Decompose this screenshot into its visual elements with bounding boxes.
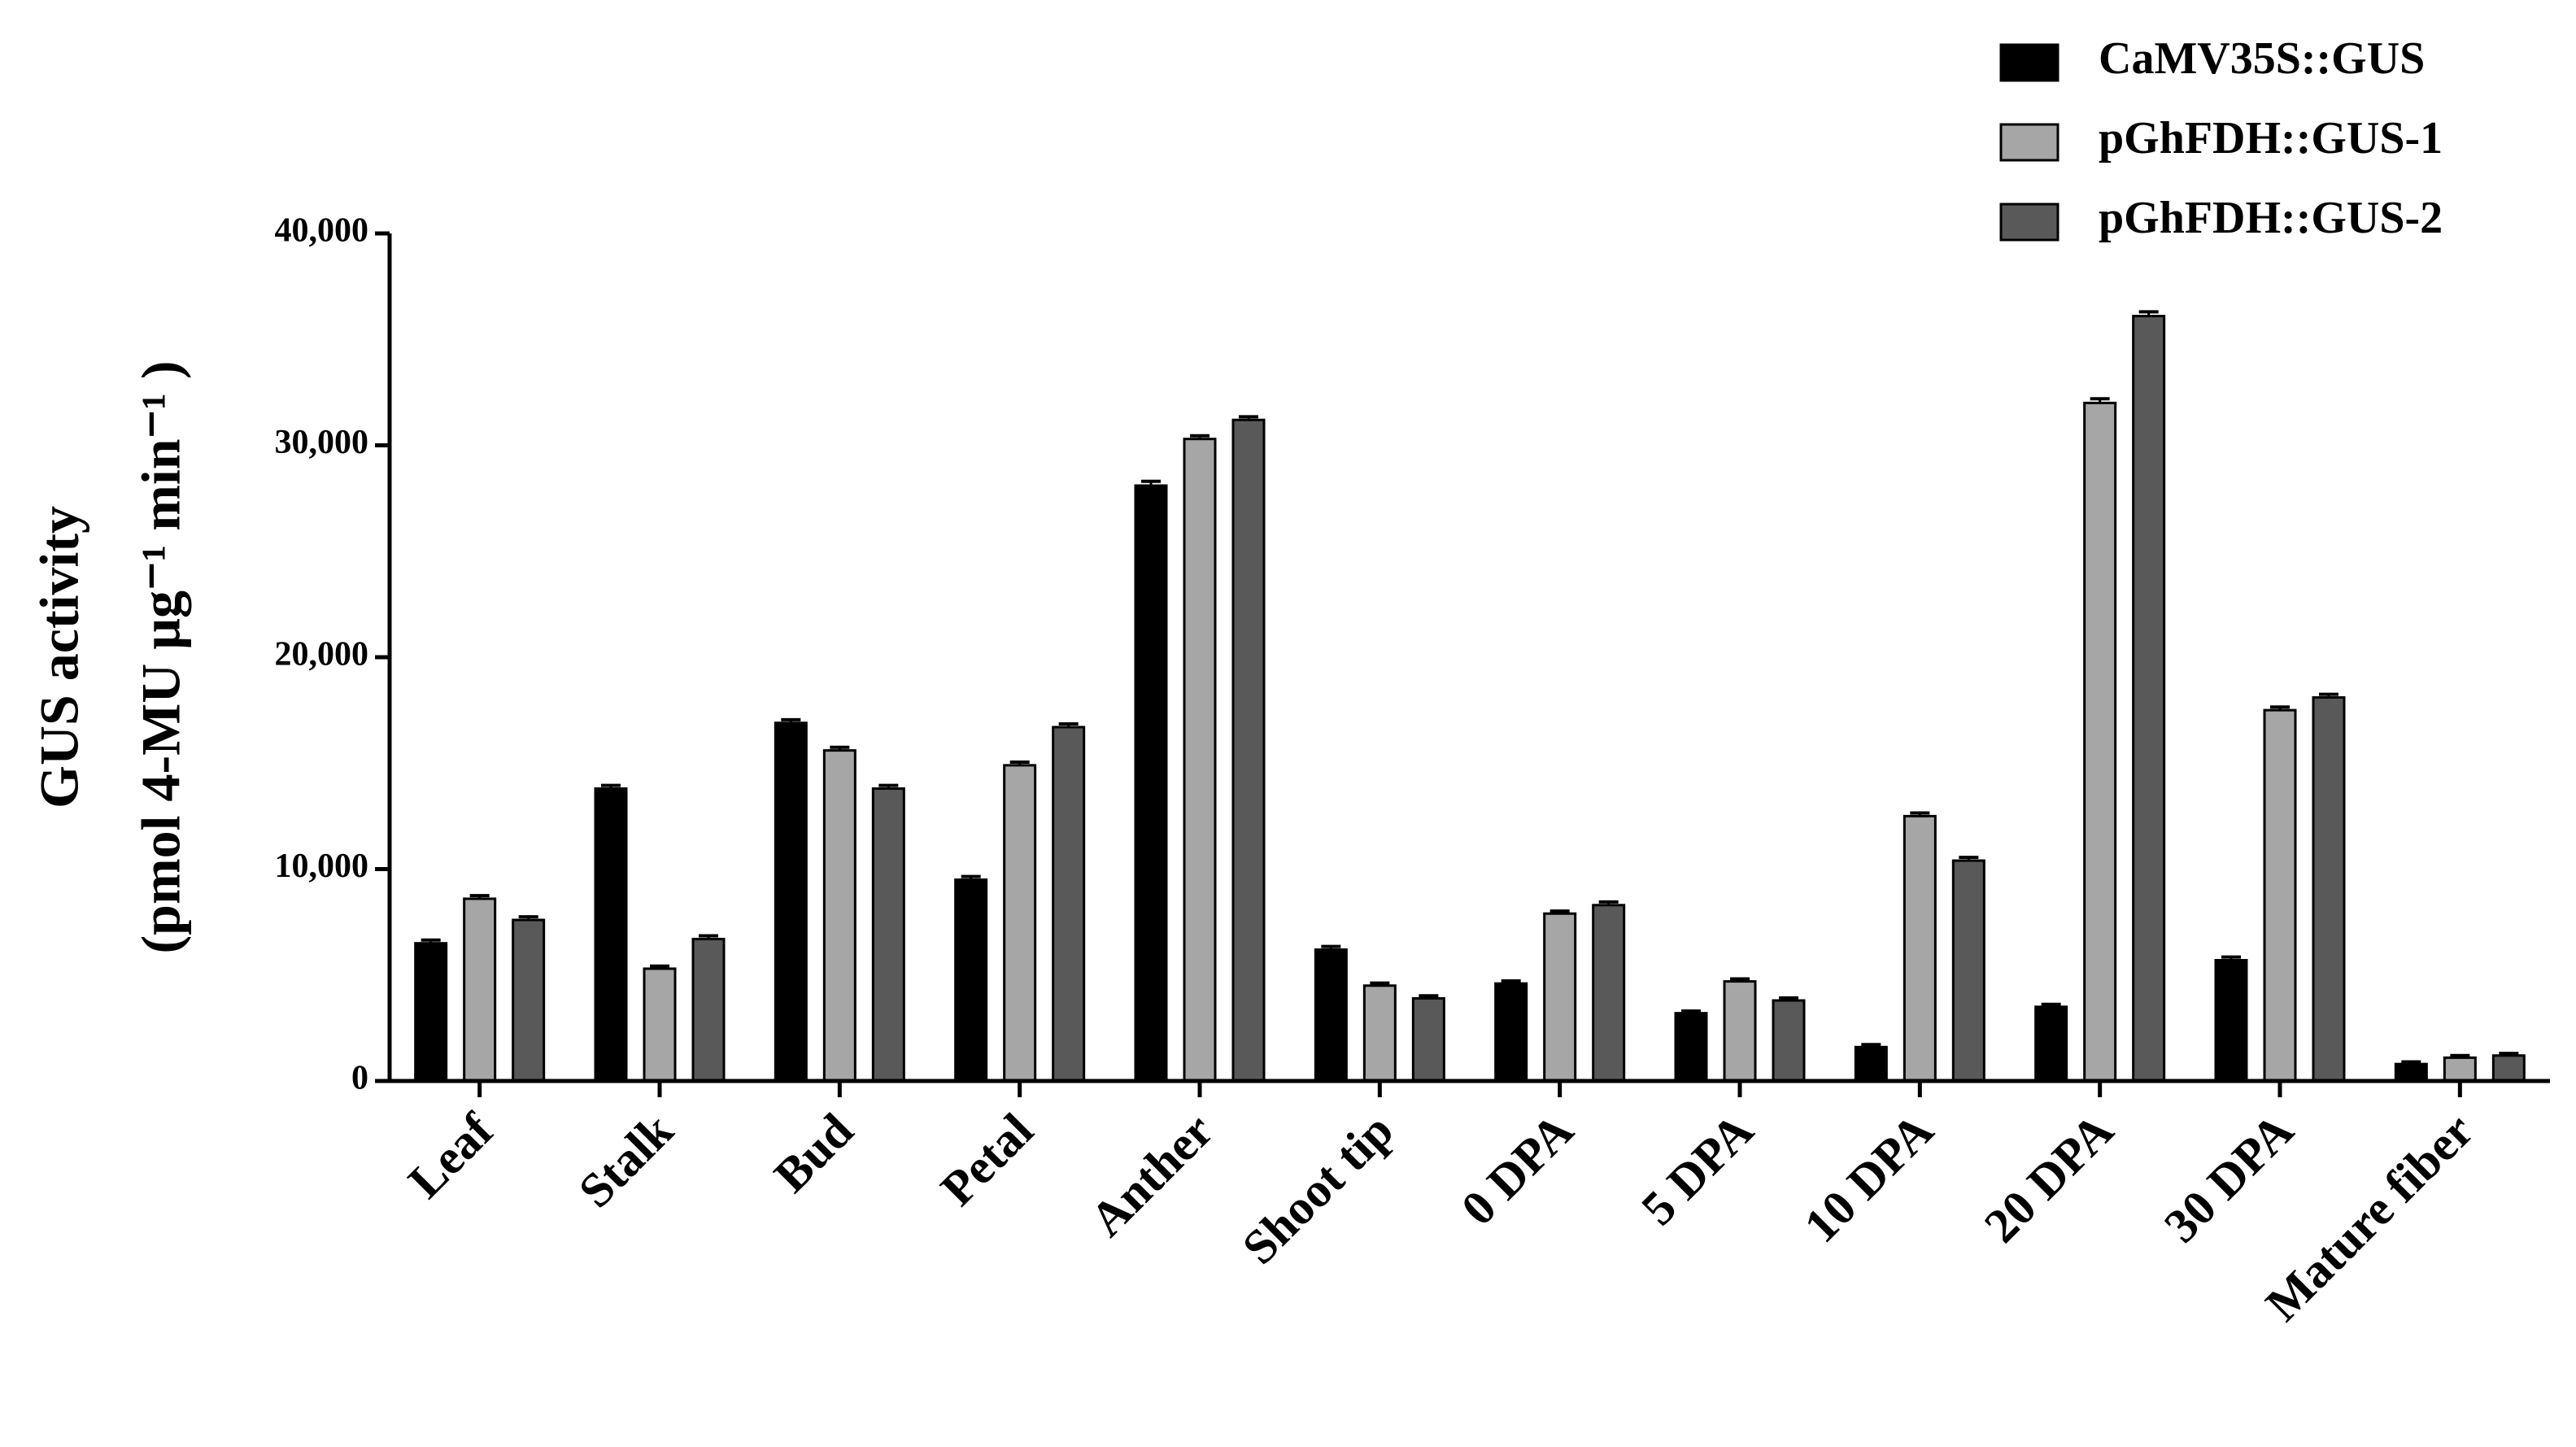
- bar: [2083, 401, 2117, 1083]
- bar: [1231, 418, 1266, 1083]
- legend-label: CaMV35S::GUS: [2099, 33, 2425, 84]
- bar: [2443, 1056, 2477, 1083]
- bar: [512, 918, 546, 1083]
- x-tick-label: Leaf: [398, 1103, 503, 1209]
- bar: [1592, 904, 1626, 1083]
- x-tick-label: Stalk: [569, 1103, 683, 1218]
- x-tick-label: Bud: [764, 1103, 863, 1202]
- bar: [1411, 996, 1445, 1083]
- x-tick-label: Shoot tip: [1232, 1103, 1404, 1275]
- bar: [414, 942, 448, 1083]
- x-tick-label: 10 DPA: [1794, 1103, 1944, 1253]
- bar: [594, 787, 628, 1083]
- bar: [643, 967, 677, 1083]
- x-tick-label: 0 DPA: [1451, 1103, 1584, 1236]
- bar: [2034, 1005, 2068, 1083]
- bar: [1903, 814, 1937, 1083]
- bar: [1494, 982, 1528, 1083]
- y-tick-label: 0: [351, 1060, 368, 1097]
- bar: [1854, 1045, 1888, 1083]
- bar: [1183, 438, 1217, 1083]
- bar: [463, 897, 497, 1083]
- y-tick-label: 30,000: [275, 424, 369, 461]
- bar: [2214, 959, 2248, 1083]
- bar: [822, 749, 856, 1083]
- bar: [1362, 984, 1397, 1083]
- bar: [1543, 912, 1577, 1083]
- bar: [2312, 695, 2346, 1083]
- y-tick-label: 10,000: [275, 848, 369, 885]
- legend-swatch: [1999, 123, 2059, 162]
- bar: [774, 721, 808, 1083]
- bar: [1772, 999, 1806, 1083]
- legend-label: pGhFDH::GUS-1: [2099, 113, 2443, 163]
- y-axis-label: (pmol 4-MU μg⁻¹ min⁻¹ ): [130, 360, 192, 953]
- x-tick-label: Petal: [931, 1103, 1044, 1216]
- legend-label: pGhFDH::GUS-2: [2099, 193, 2443, 243]
- x-tick-label: 20 DPA: [1974, 1103, 2124, 1253]
- bar: [871, 787, 905, 1083]
- y-axis-label: GUS activity: [28, 506, 90, 808]
- y-tick-label: 20,000: [275, 636, 369, 673]
- bar: [1134, 484, 1168, 1083]
- bar: [691, 937, 726, 1083]
- legend-swatch: [1999, 203, 2059, 242]
- legend-swatch: [1999, 43, 2059, 82]
- x-tick-label: Anther: [1080, 1103, 1223, 1246]
- bar: [1951, 859, 1985, 1083]
- bar: [954, 878, 988, 1083]
- bar: [2132, 315, 2166, 1083]
- bar: [2491, 1054, 2526, 1083]
- bar: [1314, 948, 1348, 1083]
- bar: [2263, 708, 2297, 1083]
- bar: [1674, 1012, 1708, 1083]
- bar: [1052, 726, 1086, 1083]
- bar: [2394, 1062, 2428, 1083]
- bar: [1003, 764, 1037, 1083]
- x-tick-label: 30 DPA: [2154, 1103, 2304, 1253]
- x-tick-label: 5 DPA: [1631, 1103, 1763, 1236]
- y-tick-label: 40,000: [275, 212, 369, 250]
- bar: [1723, 980, 1757, 1083]
